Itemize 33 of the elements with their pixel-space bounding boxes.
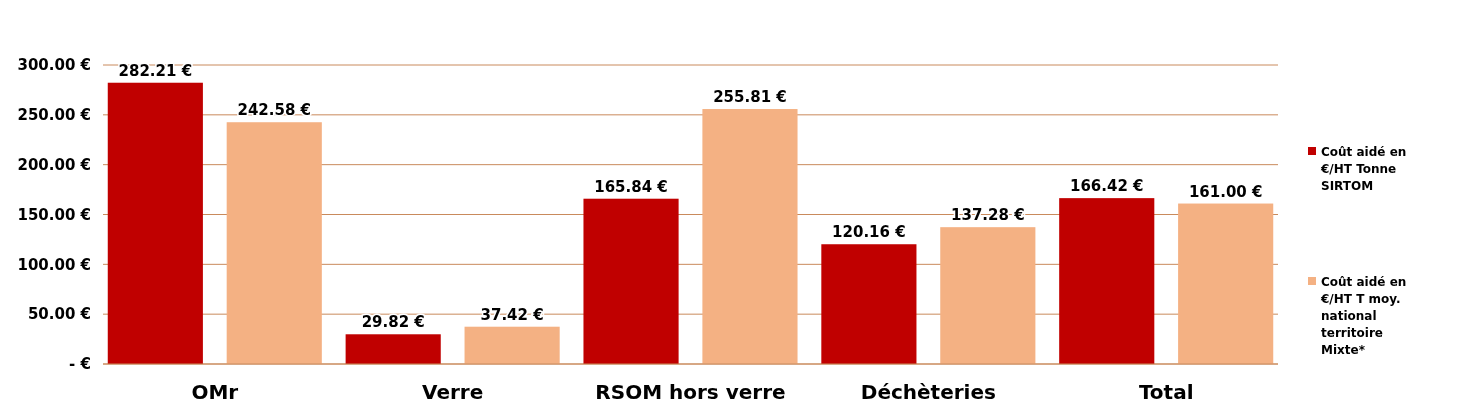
bar — [702, 109, 798, 364]
legend-label: Coût aidé en €/HT T moy. national territoire Mixte* — [1320, 275, 1407, 357]
data-label: 282.21 € — [118, 61, 193, 80]
x-tick-label: Déchèteries — [860, 380, 996, 404]
y-tick-label: 250.00 € — [17, 106, 91, 125]
bar — [345, 334, 441, 364]
bar — [464, 326, 560, 364]
data-label: 165.84 € — [594, 177, 668, 196]
y-tick-label: 100.00 € — [17, 255, 91, 274]
bar — [583, 198, 679, 364]
y-tick-label: 300.00 € — [17, 56, 91, 75]
data-label: 166.42 € — [1069, 177, 1144, 196]
y-tick-label: 200.00 € — [17, 155, 91, 174]
data-label: 255.81 € — [713, 88, 787, 107]
x-tick-label: Verre — [422, 380, 484, 404]
x-tick-label: RSOM hors verre — [595, 380, 786, 404]
bar — [1178, 203, 1274, 364]
bar — [940, 227, 1036, 364]
x-tick-label: Total — [1138, 380, 1194, 404]
bar — [1059, 198, 1155, 364]
y-tick-label: 150.00 € — [17, 205, 91, 224]
x-tick-label: OMr — [191, 380, 239, 404]
data-label: 242.58 € — [237, 101, 312, 120]
data-label: 120.16 € — [832, 223, 906, 242]
data-label: 161.00 € — [1188, 182, 1263, 201]
data-label: 37.42 € — [480, 305, 544, 324]
y-tick-label: - € — [69, 355, 91, 374]
data-label: 29.82 € — [361, 313, 425, 332]
legend-label: Coût aidé en €/HT Tonne SIRTOM — [1320, 145, 1407, 193]
bar — [107, 82, 203, 364]
y-tick-label: 50.00 € — [27, 305, 91, 324]
bar — [226, 122, 322, 364]
bar — [821, 244, 917, 364]
